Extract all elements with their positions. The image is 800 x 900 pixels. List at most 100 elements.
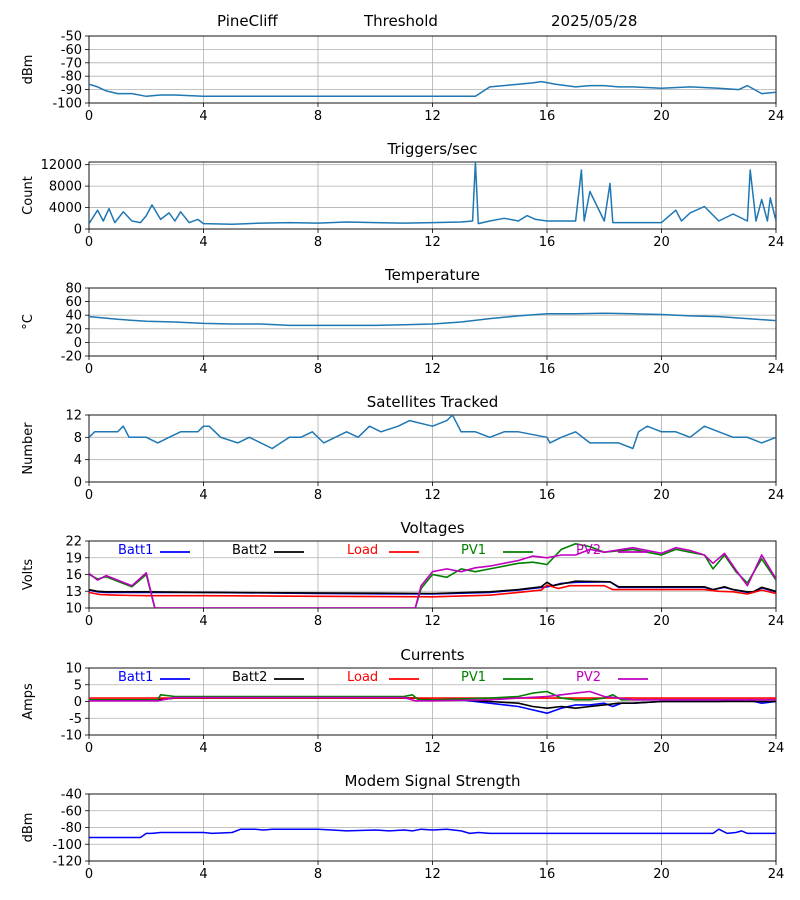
y-tick-label: 0: [74, 695, 82, 710]
y-axis-label: dBm: [21, 55, 36, 85]
x-tick-label: 20: [653, 614, 670, 629]
x-tick-label: 4: [199, 867, 207, 882]
y-tick-label: 4: [74, 453, 82, 468]
legend-label-batt1: Batt1: [118, 670, 153, 685]
x-tick-label: 4: [199, 741, 207, 756]
legend-label-load: Load: [347, 670, 378, 685]
y-axis-label: Volts: [21, 559, 36, 591]
y-tick-label: -100: [52, 97, 82, 112]
y-tick-label: 0: [74, 223, 82, 238]
series-line-signal: [89, 80, 776, 98]
legend-label-batt1: Batt1: [118, 543, 153, 558]
y-tick-label: -40: [61, 788, 82, 803]
x-tick-label: 24: [768, 741, 785, 756]
legend-label-load: Load: [347, 543, 378, 558]
x-tick-label: 20: [653, 362, 670, 377]
chart-title: Triggers/sec: [387, 140, 478, 158]
y-tick-label: 0: [74, 336, 82, 351]
y-tick-label: 40: [65, 309, 82, 324]
x-tick-label: 8: [314, 488, 322, 503]
y-tick-label: -70: [61, 56, 82, 71]
y-tick-label: 0: [74, 476, 82, 491]
x-tick-label: 16: [539, 235, 556, 250]
x-tick-label: 8: [314, 235, 322, 250]
x-tick-label: 24: [768, 867, 785, 882]
x-tick-label: 12: [424, 362, 441, 377]
x-tick-label: 0: [85, 867, 93, 882]
y-tick-label: 4000: [49, 201, 82, 216]
x-tick-label: 8: [314, 362, 322, 377]
x-tick-label: 0: [85, 235, 93, 250]
chart-header: PineCliff Threshold 2025/05/28: [0, 0, 800, 36]
x-tick-label: 16: [539, 741, 556, 756]
y-tick-label: 16: [65, 568, 82, 583]
chart-title: Voltages: [400, 519, 464, 537]
x-tick-label: 8: [314, 867, 322, 882]
x-tick-label: 4: [199, 614, 207, 629]
chart-signal: 0 4 8 12 16 20 24 -50-60-70-80-90-100 dBm: [21, 30, 784, 125]
y-axis-label: Count: [21, 176, 36, 215]
x-tick-label: 0: [85, 362, 93, 377]
x-tick-label: 12: [424, 741, 441, 756]
y-tick-label: -50: [61, 30, 82, 45]
x-tick-label: 0: [85, 488, 93, 503]
series-line-batt2: [89, 580, 776, 595]
x-tick-label: 16: [539, 614, 556, 629]
legend-label-pv1: PV1: [461, 543, 486, 558]
x-tick-label: 20: [653, 235, 670, 250]
legend-label-pv2: PV2: [576, 543, 601, 558]
y-tick-label: 13: [65, 585, 82, 600]
y-tick-label: 22: [65, 535, 82, 550]
x-tick-label: 8: [314, 109, 322, 124]
chart-title: Modem Signal Strength: [345, 772, 521, 790]
series-line-pv2: [89, 690, 776, 702]
x-tick-label: 12: [424, 488, 441, 503]
x-tick-label: 16: [539, 867, 556, 882]
x-tick-label: 12: [424, 867, 441, 882]
x-tick-label: 20: [653, 488, 670, 503]
chart-satellites: 0 4 8 12 16 20 24 0 4 8 12 Satellites Tracked Number: [21, 393, 784, 503]
legend-label-pv1: PV1: [461, 670, 486, 685]
y-tick-label: -10: [61, 729, 82, 744]
series-line-pv2: [89, 546, 776, 608]
x-tick-label: 8: [314, 614, 322, 629]
series-line-modem: [89, 828, 776, 839]
y-axis-label: Amps: [21, 683, 36, 720]
y-tick-label: -60: [61, 804, 82, 819]
x-tick-label: 4: [199, 362, 207, 377]
x-tick-label: 24: [768, 109, 785, 124]
x-tick-label: 20: [653, 109, 670, 124]
series-line-temperature: [89, 312, 776, 327]
y-tick-label: 8: [74, 431, 82, 446]
y-tick-label: -80: [61, 821, 82, 836]
y-tick-label: 10: [65, 602, 82, 617]
series-line-load: [89, 584, 776, 598]
legend-label-batt2: Batt2: [232, 670, 267, 685]
y-tick-label: 20: [65, 322, 82, 337]
x-tick-label: 24: [768, 362, 785, 377]
y-tick-label: 12: [65, 409, 82, 424]
x-tick-label: 4: [199, 109, 207, 124]
series-line-satellites: [89, 415, 776, 450]
y-axis-label: dBm: [21, 813, 36, 843]
x-tick-label: 24: [768, 235, 785, 250]
x-tick-label: 20: [653, 867, 670, 882]
series-line-triggers: [89, 162, 776, 225]
y-tick-label: 60: [65, 295, 82, 310]
plot-frame: [88, 414, 777, 483]
site-name: PineCliff: [217, 12, 278, 30]
mode-label: Threshold: [364, 12, 438, 30]
y-tick-label: 10: [65, 662, 82, 677]
y-tick-label: -5: [69, 712, 82, 727]
x-tick-label: 20: [653, 741, 670, 756]
y-tick-label: 5: [74, 678, 82, 693]
chart-title: Currents: [400, 646, 464, 664]
x-tick-label: 16: [539, 109, 556, 124]
x-tick-label: 16: [539, 488, 556, 503]
y-tick-label: -60: [61, 43, 82, 58]
plot-frame: [88, 161, 777, 230]
